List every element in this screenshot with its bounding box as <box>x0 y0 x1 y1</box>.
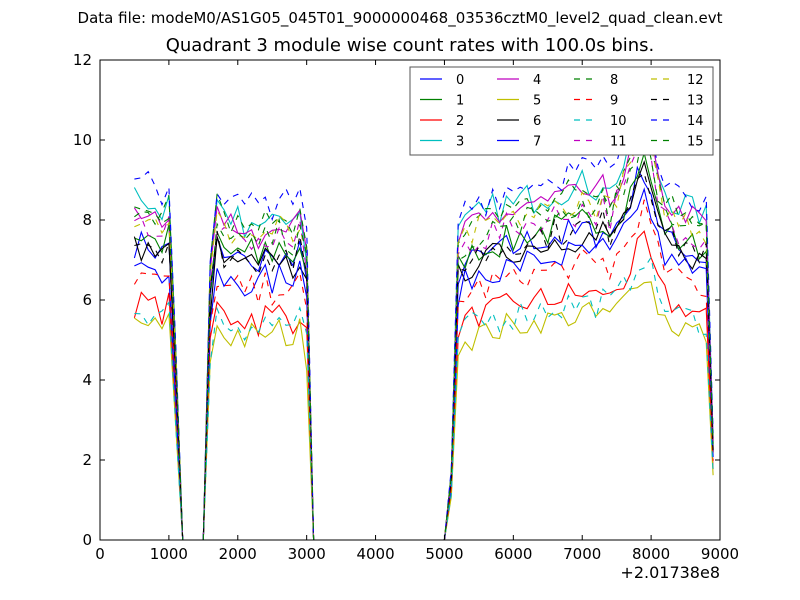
legend-label-8: 8 <box>610 73 618 88</box>
legend-label-1: 1 <box>456 94 464 109</box>
legend-label-15: 15 <box>687 135 704 150</box>
y-tick-label: 6 <box>82 291 92 309</box>
y-tick-label: 4 <box>82 371 92 389</box>
legend-label-13: 13 <box>687 94 704 109</box>
figure-suptitle: Data file: modeM0/AS1G05_045T01_90000004… <box>77 9 723 27</box>
x-tick-label: 9000 <box>701 545 739 563</box>
series-line-12 <box>134 123 714 541</box>
x-offset-label: +2.01738e8 <box>620 563 720 582</box>
x-tick-label: 7000 <box>563 545 601 563</box>
series-line-10 <box>134 255 714 541</box>
x-tick-label: 0 <box>95 545 105 563</box>
y-tick-label: 8 <box>82 211 92 229</box>
x-tick-label: 1000 <box>150 545 188 563</box>
series-line-11 <box>134 138 714 541</box>
legend-label-5: 5 <box>533 94 541 109</box>
x-tick-label: 8000 <box>632 545 670 563</box>
y-tick-label: 0 <box>82 531 92 549</box>
legend-label-4: 4 <box>533 73 541 88</box>
legend-label-12: 12 <box>687 73 704 88</box>
y-tick-label: 12 <box>73 51 92 69</box>
legend-label-3: 3 <box>456 135 464 150</box>
tick-layer: 0 1000 2000 3000 4000 5000 6000 7000 8000 9000 0 2 4… <box>73 51 739 563</box>
legend-label-7: 7 <box>533 135 541 150</box>
chart-title: Quadrant 3 module wise count rates with … <box>165 35 655 56</box>
x-tick-label: 5000 <box>425 545 463 563</box>
legend-label-2: 2 <box>456 114 464 129</box>
series-line-15 <box>134 128 714 541</box>
legend-box <box>409 66 714 156</box>
x-tick-label: 4000 <box>356 545 394 563</box>
legend-label-14: 14 <box>687 114 704 129</box>
legend-label-6: 6 <box>533 114 541 129</box>
y-tick-label: 10 <box>73 131 92 149</box>
legend-label-0: 0 <box>456 73 464 88</box>
x-tick-label: 3000 <box>288 545 326 563</box>
legend-label-11: 11 <box>610 135 627 150</box>
legend-label-10: 10 <box>610 114 627 129</box>
x-tick-label: 6000 <box>494 545 532 563</box>
y-tick-label: 2 <box>82 451 92 469</box>
plot-frame <box>99 59 721 541</box>
x-tick-label: 2000 <box>219 545 257 563</box>
legend-label-9: 9 <box>610 94 618 109</box>
